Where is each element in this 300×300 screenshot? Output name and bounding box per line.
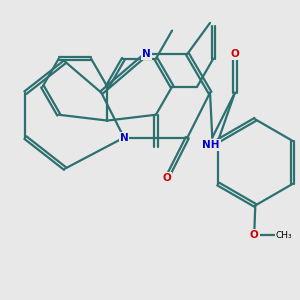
Text: N: N xyxy=(120,133,128,142)
Text: NH: NH xyxy=(202,140,220,150)
Text: O: O xyxy=(163,173,171,183)
Text: O: O xyxy=(231,49,239,59)
Text: CH₃: CH₃ xyxy=(276,231,292,240)
Text: O: O xyxy=(250,230,259,240)
Text: N: N xyxy=(142,49,151,59)
